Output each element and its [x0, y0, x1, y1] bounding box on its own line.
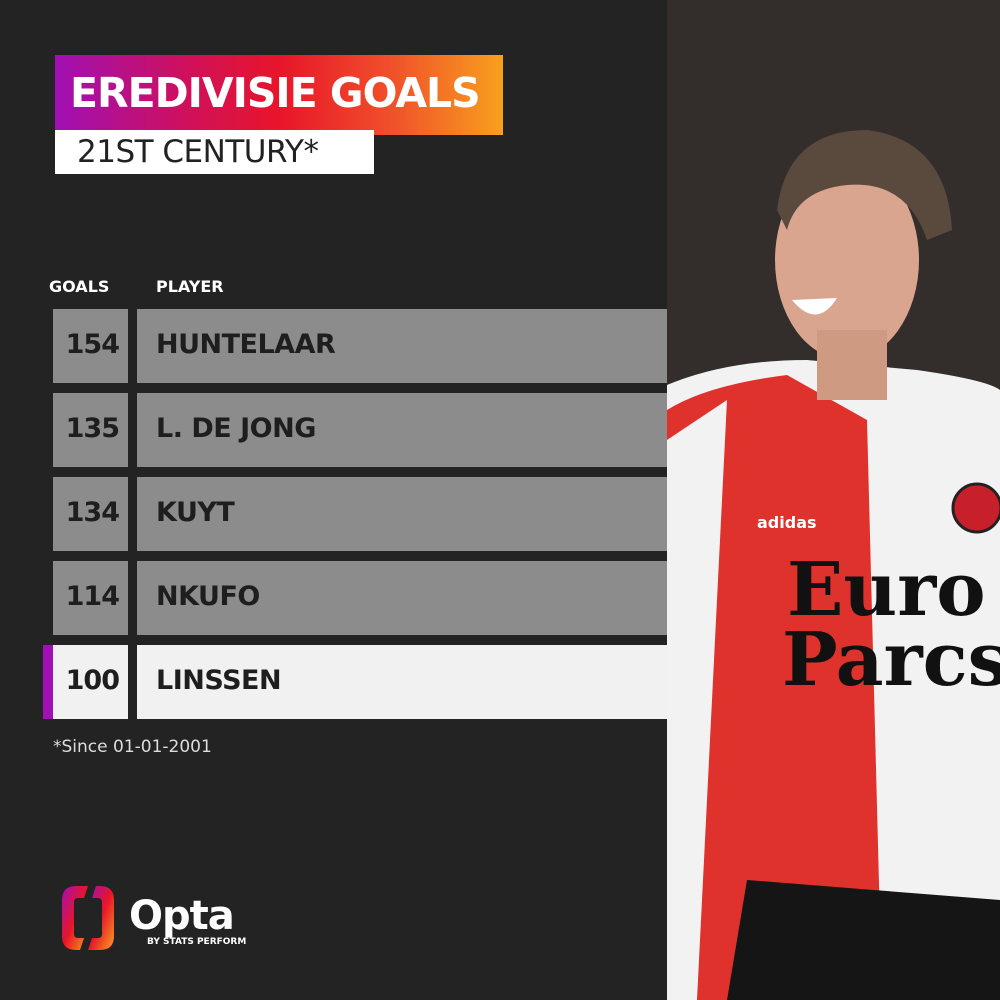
footnote: *Since 01-01-2001: [53, 737, 212, 757]
table-row: 135 L. DE JONG: [53, 393, 667, 467]
player-cell: L. DE JONG: [137, 393, 667, 467]
goals-cell: 135: [53, 393, 128, 467]
goals-value: 100: [65, 665, 120, 696]
player-name: L. DE JONG: [156, 413, 316, 444]
title-banner: EREDIVISIE GOALS: [55, 55, 503, 135]
player-cell: LINSSEN: [137, 645, 667, 719]
svg-text:Parcs: Parcs: [782, 617, 1000, 703]
brand-tagline: BY STATS PERFORM: [147, 937, 247, 947]
goals-value: 154: [65, 329, 120, 360]
goals-cell: 154: [53, 309, 128, 383]
player-name: HUNTELAAR: [156, 329, 336, 360]
player-name: LINSSEN: [156, 665, 282, 696]
sponsor-text: Euro: [787, 547, 986, 633]
column-header-player: PLAYER: [156, 277, 224, 296]
subtitle-box: 21ST CENTURY*: [55, 130, 374, 174]
table-row: 154 HUNTELAAR: [53, 309, 667, 383]
svg-text:adidas: adidas: [757, 513, 817, 532]
page-title: EREDIVISIE GOALS: [70, 69, 481, 117]
goals-cell: 134: [53, 477, 128, 551]
table-row: 114 NKUFO: [53, 561, 667, 635]
table-row-highlighted: 100 LINSSEN: [43, 645, 667, 719]
brand-name: Opta: [129, 893, 235, 939]
player-name: KUYT: [156, 497, 235, 528]
column-header-goals: GOALS: [49, 277, 110, 296]
goals-value: 135: [65, 413, 120, 444]
highlight-accent-bar: [43, 645, 53, 719]
opta-logo-icon: [62, 886, 114, 950]
page-subtitle: 21ST CENTURY*: [77, 134, 319, 170]
goals-value: 134: [65, 497, 120, 528]
player-name: NKUFO: [156, 581, 260, 612]
player-cell: KUYT: [137, 477, 667, 551]
goals-cell: 100: [53, 645, 128, 719]
goals-value: 114: [65, 581, 120, 612]
player-cell: NKUFO: [137, 561, 667, 635]
player-photo: Euro Parcs adidas: [667, 0, 1000, 1000]
table-row: 134 KUYT: [53, 477, 667, 551]
player-cell: HUNTELAAR: [137, 309, 667, 383]
goals-cell: 114: [53, 561, 128, 635]
